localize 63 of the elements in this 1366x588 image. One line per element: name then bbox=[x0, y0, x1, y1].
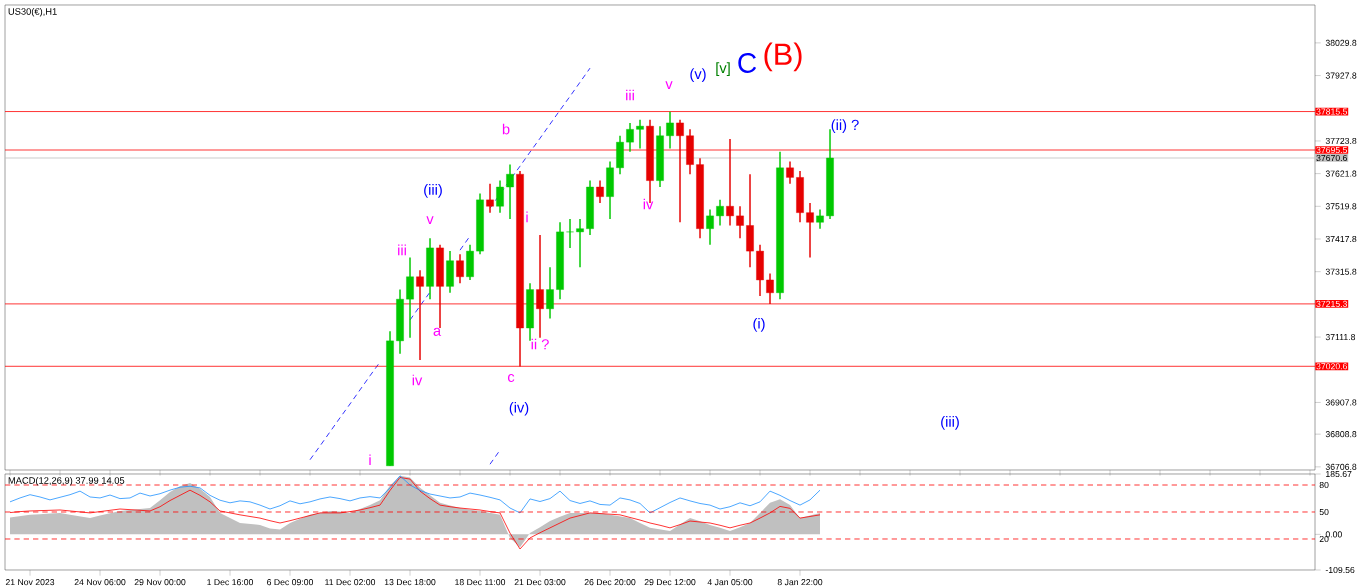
annotation: [v] bbox=[716, 62, 730, 76]
annotation: C bbox=[738, 53, 757, 73]
candlestick bbox=[576, 218, 584, 268]
annotation: i bbox=[526, 211, 528, 223]
annotation: iv bbox=[412, 374, 423, 386]
annotation: iv bbox=[643, 198, 654, 210]
ref-line-label: 37815.5 bbox=[1316, 108, 1348, 115]
x-tick-label: 24 Nov 06:00 bbox=[74, 579, 126, 586]
y-tick-label: 0.00 bbox=[1325, 531, 1342, 538]
ref-line-label: 37695.5 bbox=[1316, 146, 1348, 154]
y-tick-label: 37927.8 bbox=[1325, 72, 1357, 79]
x-tick-label: 29 Dec 12:00 bbox=[644, 579, 696, 586]
text: 20 bbox=[1319, 535, 1329, 543]
annotation: (iv) bbox=[509, 401, 529, 416]
x-tick-label: 13 Dec 18:00 bbox=[384, 579, 436, 586]
x-tick-label: 18 Dec 11:00 bbox=[455, 579, 506, 586]
annotation: (v) bbox=[690, 68, 706, 83]
x-tick-label: 29 Nov 00:00 bbox=[134, 579, 186, 586]
ref-line-label: 37670.6 bbox=[1316, 154, 1348, 162]
annotation: (ii) ? bbox=[831, 119, 859, 133]
y-tick-label: 37723.8 bbox=[1325, 137, 1357, 144]
y-tick-label: 37315.8 bbox=[1325, 268, 1357, 275]
candlestick bbox=[566, 218, 574, 249]
y-tick-label: 38029.8 bbox=[1325, 39, 1357, 46]
annotation: b bbox=[502, 123, 510, 135]
annotation: (iii) bbox=[941, 416, 959, 430]
annotation: v bbox=[426, 216, 434, 224]
annotation: a bbox=[433, 327, 442, 336]
x-tick-label: 21 Dec 03:00 bbox=[514, 579, 566, 586]
annotation: (i) bbox=[753, 317, 765, 332]
y-tick-label: 36706.8 bbox=[1325, 463, 1357, 470]
text: 50 bbox=[1319, 508, 1329, 516]
y-tick-label: 36808.8 bbox=[1325, 431, 1357, 438]
x-tick-label: 8 Jan 22:00 bbox=[777, 579, 823, 586]
x-tick-label: 26 Dec 20:00 bbox=[584, 579, 636, 586]
x-tick-label: 4 Jan 05:00 bbox=[707, 579, 753, 586]
y-tick-label: 37519.8 bbox=[1325, 203, 1357, 210]
candlestick bbox=[486, 183, 494, 214]
y-tick-label: 37621.8 bbox=[1325, 170, 1357, 177]
x-tick-label: 1 Dec 16:00 bbox=[207, 579, 254, 586]
ref-line-label: 37215.3 bbox=[1316, 300, 1348, 307]
chart-title: MACD(12,26,9) 37.99 14.05 bbox=[8, 476, 125, 486]
annotation: (iii) bbox=[424, 184, 442, 198]
y-tick-label: 36907.8 bbox=[1325, 399, 1357, 406]
y-tick-label: 185.67 bbox=[1326, 470, 1352, 478]
text: 80 bbox=[1319, 481, 1329, 489]
chart-title: US30(€),H1 bbox=[8, 7, 57, 17]
x-tick-label: 21 Nov 2023 bbox=[5, 579, 55, 586]
annotation: (B) bbox=[764, 42, 802, 72]
candlestick bbox=[636, 118, 644, 150]
candlestick bbox=[816, 208, 824, 230]
y-tick-label: -109.56 bbox=[1325, 566, 1355, 574]
x-tick-label: 6 Dec 09:00 bbox=[267, 579, 314, 586]
annotation: v bbox=[665, 81, 673, 89]
x-tick-label: 11 Dec 02:00 bbox=[325, 579, 376, 586]
annotation: c bbox=[507, 374, 515, 383]
y-tick-label: 37417.8 bbox=[1325, 235, 1357, 243]
annotation: iii bbox=[398, 244, 406, 256]
ref-line-label: 37020.6 bbox=[1316, 363, 1348, 370]
annotation: iii bbox=[626, 89, 634, 101]
y-tick-label: 37111.8 bbox=[1325, 334, 1356, 341]
annotation: i bbox=[369, 454, 371, 466]
annotation: ii ? bbox=[531, 338, 549, 350]
